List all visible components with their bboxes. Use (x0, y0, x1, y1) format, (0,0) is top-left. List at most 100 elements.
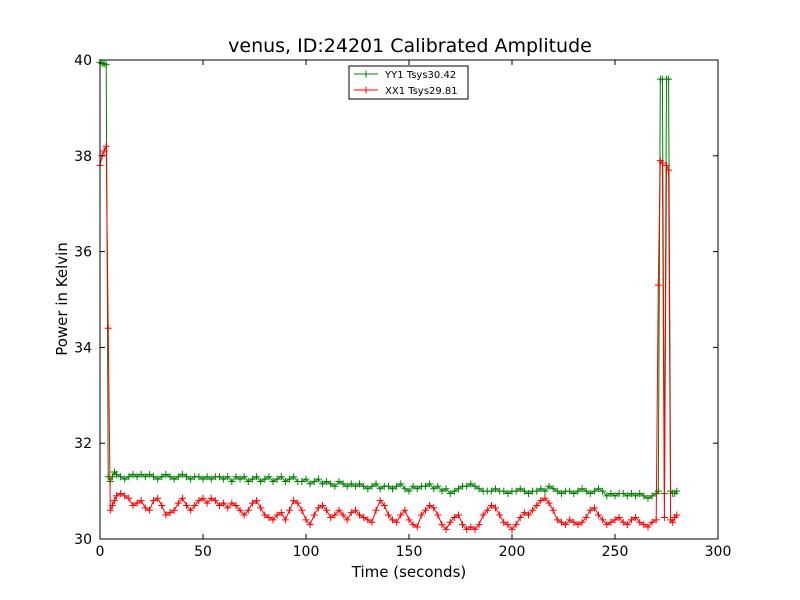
data-point (150, 473, 158, 481)
data-point (199, 475, 207, 483)
data-point (100, 147, 108, 155)
data-point (170, 475, 178, 483)
data-point (590, 504, 598, 512)
data-point (306, 521, 314, 529)
data-point (351, 506, 359, 514)
legend: YY1 Tsys30.42 XX1 Tsys29.81 (348, 65, 469, 100)
data-point (302, 475, 310, 483)
data-point (500, 518, 508, 526)
data-point (636, 489, 644, 497)
y-tick-label: 36 (74, 245, 92, 261)
data-point (673, 511, 681, 519)
data-point (663, 161, 670, 169)
data-point (430, 485, 438, 493)
y-tick-label: 38 (74, 149, 92, 165)
data-point (290, 497, 298, 505)
data-point (191, 501, 199, 509)
data-point (339, 511, 347, 519)
data-point (145, 470, 153, 478)
data-point (611, 492, 619, 500)
x-tick-label: 200 (499, 544, 526, 560)
data-point (318, 501, 326, 509)
data-point (586, 506, 594, 514)
data-point (261, 475, 269, 483)
data-point (240, 511, 248, 519)
data-point (141, 473, 149, 481)
data-point (158, 501, 166, 509)
data-point (454, 511, 462, 519)
data-point (257, 478, 265, 486)
data-point (516, 513, 524, 521)
data-point (339, 480, 347, 488)
data-point (652, 516, 660, 524)
data-point (504, 489, 512, 497)
data-point (384, 511, 392, 519)
data-point (376, 497, 384, 505)
data-point (405, 516, 413, 524)
data-point (368, 518, 376, 526)
data-point (619, 518, 627, 526)
data-point (162, 470, 170, 478)
series-line-2 (99, 145, 678, 531)
data-point (537, 497, 545, 505)
data-point (438, 487, 446, 495)
data-point (121, 492, 129, 500)
data-point (244, 506, 252, 514)
data-point (389, 516, 397, 524)
data-point (413, 485, 421, 493)
data-point (203, 473, 211, 481)
data-point (314, 504, 322, 512)
data-point (393, 518, 401, 526)
data-point (446, 518, 454, 526)
data-point (125, 473, 133, 481)
x-tick-label: 50 (194, 544, 212, 560)
data-point (582, 487, 590, 495)
data-point (110, 497, 118, 505)
x-tick-label: 100 (293, 544, 320, 560)
series-2 (96, 142, 681, 533)
data-point (409, 521, 417, 529)
data-point (314, 475, 322, 483)
data-point (545, 482, 553, 490)
data-point (203, 499, 211, 507)
data-point (232, 501, 240, 509)
data-point (549, 485, 557, 493)
data-point (141, 504, 149, 512)
data-point (384, 482, 392, 490)
data-point (590, 487, 598, 495)
x-axis-label: Time (seconds) (351, 563, 467, 581)
data-point (343, 482, 351, 490)
data-point (508, 525, 516, 533)
data-point (599, 487, 607, 495)
data-point (253, 473, 261, 481)
data-point (174, 473, 182, 481)
legend-marker (362, 70, 370, 78)
data-point (578, 485, 586, 493)
data-point (595, 511, 603, 519)
data-point (471, 482, 479, 490)
data-point (318, 480, 326, 488)
data-point (389, 485, 397, 493)
data-point (281, 516, 289, 524)
data-point (174, 499, 182, 507)
data-point (574, 521, 582, 529)
series-layer (96, 58, 681, 533)
data-point (512, 487, 520, 495)
data-point (248, 475, 256, 483)
data-point (261, 511, 269, 519)
data-point (323, 506, 331, 514)
data-point (632, 492, 640, 500)
data-point (372, 480, 380, 488)
data-point (133, 499, 141, 507)
data-point (623, 492, 631, 500)
data-point (265, 473, 273, 481)
data-point (356, 480, 364, 488)
data-point (207, 475, 215, 483)
data-point (232, 473, 240, 481)
data-point (570, 518, 578, 526)
data-point (446, 489, 454, 497)
data-point (265, 513, 273, 521)
legend-label: YY1 Tsys30.42 (384, 70, 456, 81)
data-point (467, 480, 475, 488)
data-point (401, 506, 409, 514)
